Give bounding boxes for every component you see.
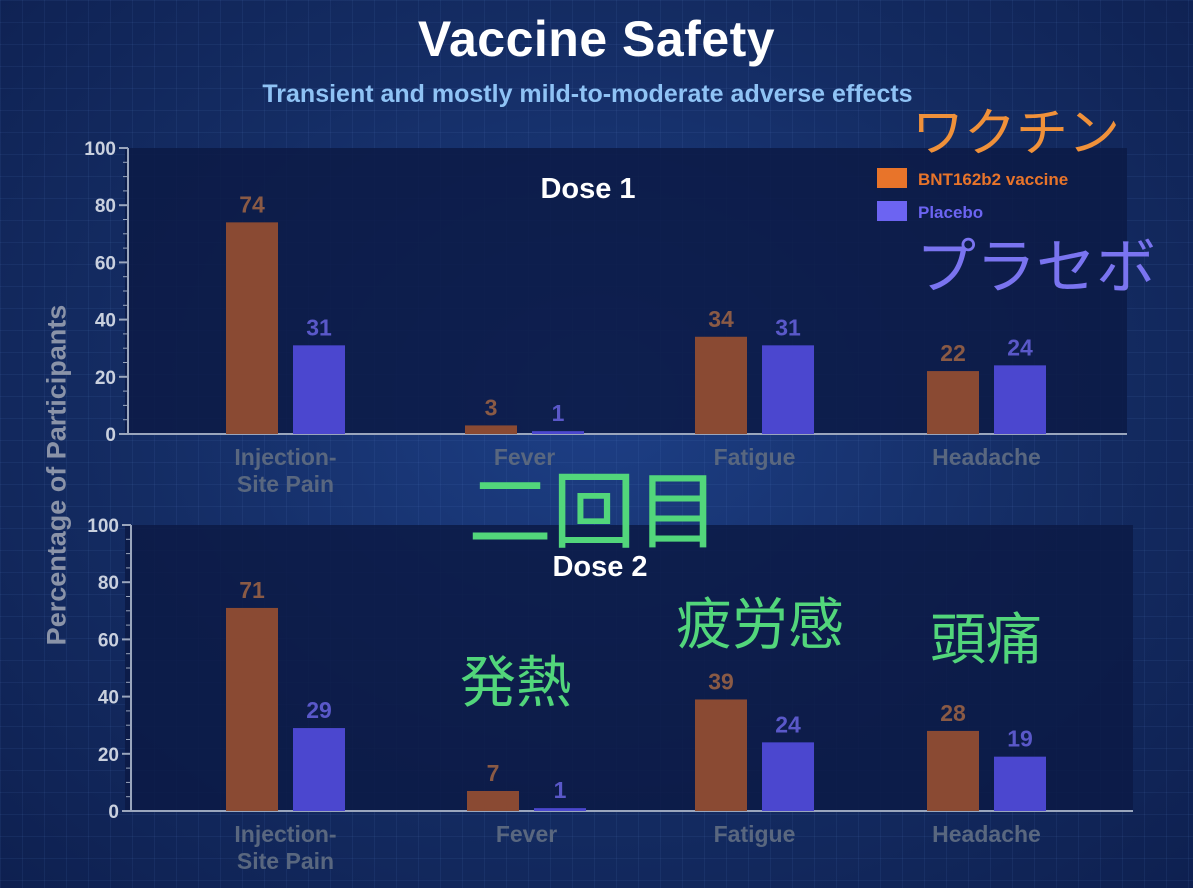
- legend-label: BNT162b2 vaccine: [918, 170, 1068, 189]
- x-category-label: Fatigue: [714, 444, 796, 470]
- x-category-label: Fever: [494, 444, 555, 470]
- bar-value-label: 1: [554, 777, 567, 803]
- bar-value-label: 7: [487, 760, 500, 786]
- bar-value-label: 34: [708, 306, 734, 332]
- x-category-label: Site Pain: [237, 848, 334, 874]
- bar-value-label: 22: [940, 340, 966, 366]
- bar-value-label: 71: [239, 577, 265, 603]
- bar-value-label: 1: [552, 400, 565, 426]
- bar-placebo: [532, 431, 584, 434]
- bar-vaccine: [927, 371, 979, 434]
- x-category-label: Site Pain: [237, 471, 334, 497]
- y-tick-label: 100: [87, 516, 119, 537]
- annotation-placebo-jp: プラセボ: [916, 233, 1156, 303]
- bar-value-label: 3: [485, 394, 498, 420]
- slide-subtitle: Transient and mostly mild-to-moderate ad…: [262, 80, 913, 108]
- y-tick-label: 40: [98, 688, 119, 709]
- x-category-label: Fever: [496, 821, 557, 847]
- bar-value-label: 29: [306, 697, 332, 723]
- bar-placebo: [762, 345, 814, 434]
- annotation-headache-jp: 頭痛: [930, 608, 1042, 673]
- bar-vaccine: [467, 790, 519, 811]
- y-tick-label: 60: [95, 253, 116, 274]
- y-tick-label: 40: [95, 311, 116, 332]
- bar-placebo: [762, 742, 814, 811]
- bar-value-label: 19: [1007, 726, 1033, 752]
- x-category-label: Headache: [932, 444, 1041, 470]
- legend-swatch: [877, 201, 907, 221]
- y-tick-label: 20: [98, 745, 119, 766]
- bar-vaccine: [695, 699, 747, 811]
- bar-placebo: [534, 808, 586, 811]
- y-tick-label: 0: [108, 802, 119, 823]
- bar-value-label: 39: [708, 668, 734, 694]
- y-tick-label: 100: [84, 139, 116, 160]
- bar-vaccine: [695, 336, 747, 434]
- bar-vaccine: [226, 607, 278, 811]
- bar-placebo: [994, 365, 1046, 434]
- bar-placebo: [293, 728, 345, 811]
- x-category-label: Injection-: [234, 821, 336, 847]
- legend-label: Placebo: [918, 203, 983, 222]
- annotation-fatigue-jp: 疲労感: [676, 593, 844, 658]
- x-category-label: Headache: [932, 821, 1041, 847]
- annotation-vaccine-jp: ワクチン: [912, 104, 1121, 164]
- panel-title-dose-2: Dose 2: [552, 551, 647, 583]
- legend-swatch: [877, 168, 907, 188]
- y-tick-label: 0: [105, 425, 116, 446]
- bar-value-label: 74: [239, 191, 265, 217]
- x-category-label: Injection-: [234, 444, 336, 470]
- panel-title-dose-1: Dose 1: [540, 173, 635, 205]
- bar-value-label: 31: [306, 314, 332, 340]
- y-tick-label: 80: [95, 196, 116, 217]
- bar-value-label: 24: [775, 711, 801, 737]
- y-tick-label: 60: [98, 630, 119, 651]
- slide-title: Vaccine Safety: [417, 11, 776, 67]
- bar-vaccine: [465, 425, 517, 434]
- bar-placebo: [994, 756, 1046, 811]
- bar-value-label: 24: [1007, 334, 1033, 360]
- bar-vaccine: [226, 222, 278, 434]
- bar-placebo: [293, 345, 345, 434]
- bar-vaccine: [927, 730, 979, 811]
- bar-value-label: 31: [775, 314, 801, 340]
- x-category-label: Fatigue: [714, 821, 796, 847]
- bar-value-label: 28: [940, 700, 966, 726]
- y-tick-label: 80: [98, 573, 119, 594]
- annotation-dose2-jp: 二回目: [468, 463, 721, 561]
- annotation-fever-jp: 発熱: [460, 651, 572, 716]
- y-tick-label: 20: [95, 368, 116, 389]
